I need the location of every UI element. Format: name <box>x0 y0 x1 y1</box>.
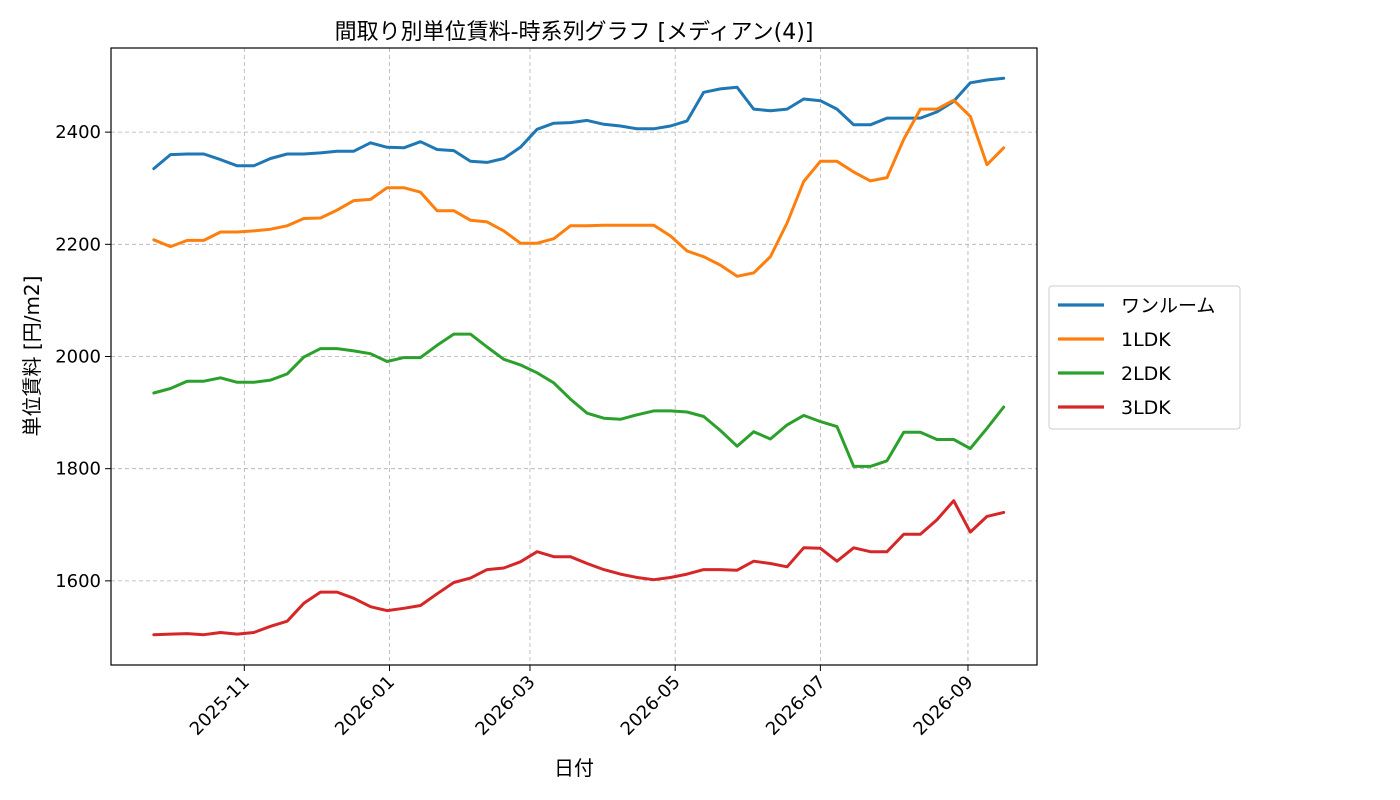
legend-entry-label: 2LDK <box>1121 363 1171 385</box>
series-lines <box>152 76 1006 637</box>
y-tick-label: 2000 <box>55 347 101 368</box>
chart-title: 間取り別単位賃料-時系列グラフ [メディアン(4)] <box>335 20 814 45</box>
legend: ワンルーム 1LDK 2LDK 3LDK <box>1048 285 1241 430</box>
series-line-3 <box>152 332 1006 468</box>
series-line-4 <box>152 499 1006 637</box>
y-tick-label: 2200 <box>55 234 101 255</box>
x-axis-ticks: 2025-11 2026-01 2026-03 2026-05 2026-07 2026-… <box>186 665 978 740</box>
y-tick-label: 1800 <box>55 459 101 480</box>
x-tick-label: 2026-09 <box>909 672 977 740</box>
y-tick-label: 2400 <box>55 122 101 143</box>
y-axis-ticks: 1600 1800 2000 2200 2400 <box>55 122 111 592</box>
x-tick-label: 2026-03 <box>471 672 539 740</box>
legend-entry-label: 3LDK <box>1121 397 1171 419</box>
grid-lines <box>111 48 1037 665</box>
legend-entry-label: ワンルーム <box>1121 295 1215 317</box>
legend-entry-label: 1LDK <box>1121 329 1171 351</box>
x-tick-label: 2025-11 <box>186 672 254 740</box>
y-tick-label: 1600 <box>55 571 101 592</box>
x-axis-label: 日付 <box>554 756 594 780</box>
series-line-1 <box>152 76 1006 171</box>
legend-box <box>1048 285 1241 430</box>
x-tick-label: 2026-05 <box>617 672 685 740</box>
x-tick-label: 2026-07 <box>762 672 830 740</box>
series-line-2 <box>152 98 1006 278</box>
y-axis-label: 単位賃料 [円/m2] <box>20 276 44 437</box>
x-tick-label: 2026-01 <box>331 672 399 740</box>
